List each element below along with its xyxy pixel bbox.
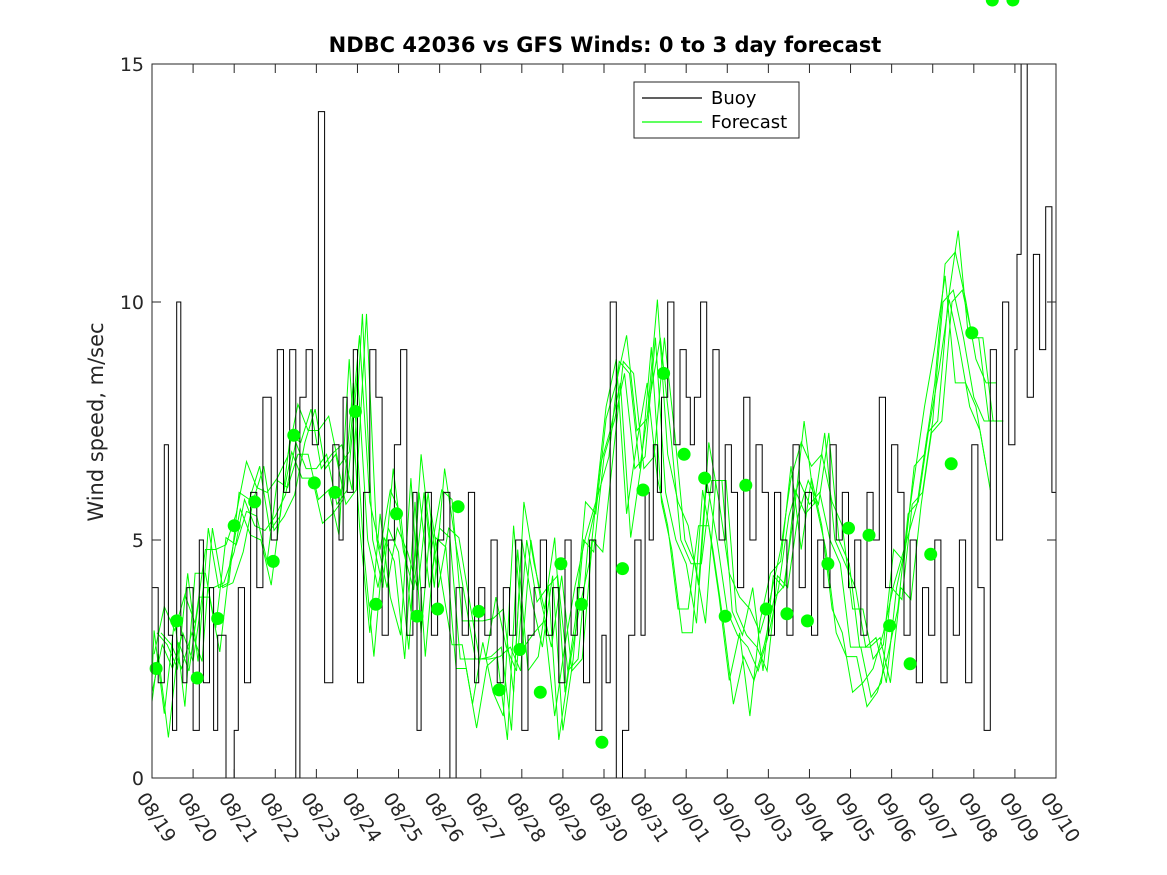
x-tick-label: 08/20 — [173, 789, 221, 847]
y-tick-label: 10 — [120, 292, 144, 314]
forecast-point — [574, 597, 588, 611]
legend-box — [633, 81, 800, 139]
forecast-point — [227, 519, 241, 533]
x-tick-label: 09/08 — [954, 789, 1002, 847]
forecast-point — [883, 619, 897, 633]
forecast-point — [903, 657, 917, 671]
forecast-point — [636, 483, 650, 497]
chart-title: NDBC 42036 vs GFS Winds: 0 to 3 day fore… — [329, 33, 882, 57]
y-axis-label: Wind speed, m/sec — [84, 322, 108, 521]
x-tick-label: 08/23 — [296, 789, 344, 847]
x-tick-label: 08/27 — [461, 789, 509, 847]
forecast-point — [718, 609, 732, 623]
x-tick-label: 09/02 — [707, 789, 755, 847]
forecast-point — [944, 457, 958, 471]
forecast-point — [821, 557, 835, 571]
x-tick-label: 09/10 — [1036, 789, 1084, 847]
buoy-series-line — [152, 63, 1056, 779]
forecast-point — [677, 447, 691, 461]
x-tick-label: 08/26 — [419, 789, 467, 847]
forecast-point — [595, 735, 609, 749]
forecast-point — [369, 597, 383, 611]
y-tick-label: 0 — [132, 768, 144, 790]
forecast-point — [616, 562, 629, 576]
forecast-point — [842, 521, 855, 535]
buoy-line — [152, 63, 1056, 779]
x-tick-label: 08/21 — [214, 789, 262, 847]
forecast-point — [451, 500, 465, 514]
forecast-point — [965, 326, 979, 340]
legend-forecast-label: Forecast — [711, 112, 787, 133]
forecast-point — [211, 612, 225, 625]
x-tick-label: 08/29 — [543, 789, 591, 847]
forecast-point — [698, 471, 712, 485]
forecast-point — [657, 366, 671, 380]
legend-buoy-label: Buoy — [711, 88, 757, 109]
forecast-line-3 — [151, 299, 991, 740]
forecast-point — [170, 614, 184, 628]
forecast-point — [149, 662, 163, 675]
x-tick-label: 09/03 — [748, 789, 796, 847]
y-tick-label: 5 — [132, 530, 144, 552]
forecast-point — [472, 604, 486, 618]
x-tick-label: 08/24 — [337, 789, 385, 847]
x-tick-label: 09/07 — [913, 789, 961, 847]
forecast-point — [307, 476, 321, 490]
x-tick-label: 08/25 — [378, 789, 426, 847]
x-tick-label: 09/06 — [871, 789, 919, 847]
forecast-point — [390, 507, 403, 521]
x-tick-label: 08/30 — [584, 789, 632, 847]
forecast-point — [985, 0, 999, 7]
forecast-point — [1006, 0, 1020, 7]
forecast-point — [800, 614, 814, 628]
forecast-point — [328, 485, 342, 499]
x-tick-label: 09/01 — [666, 789, 714, 847]
forecast-point — [924, 547, 938, 561]
x-tick-label: 09/05 — [830, 789, 878, 847]
forecast-point — [513, 643, 527, 656]
forecast-point — [348, 405, 362, 418]
forecast-point — [248, 495, 262, 509]
x-tick-label: 08/31 — [625, 789, 673, 847]
forecast-point — [554, 557, 568, 571]
forecast-point — [780, 607, 794, 621]
forecast-line-6 — [153, 250, 997, 693]
legend: Buoy Forecast — [633, 81, 800, 139]
forecast-point — [190, 671, 204, 685]
forecast-line-4 — [160, 289, 1004, 683]
forecast-point — [410, 609, 424, 623]
forecast-point — [431, 602, 445, 616]
plot-area — [152, 64, 1056, 778]
forecast-point — [862, 528, 876, 542]
x-tick-label: 09/09 — [995, 789, 1043, 847]
x-tick-label: 08/19 — [132, 789, 180, 847]
forecast-point — [759, 602, 773, 616]
forecast-points — [149, 0, 1020, 749]
x-tick-label: 09/04 — [789, 789, 837, 847]
x-tick-label: 08/28 — [502, 789, 550, 847]
forecast-line-1 — [151, 289, 995, 731]
forecast-point — [739, 478, 753, 492]
forecast-point — [533, 685, 547, 699]
y-axis-ticks: 0 5 10 15 — [120, 54, 1056, 790]
forecast-point — [287, 428, 301, 442]
x-tick-label: 08/22 — [255, 789, 303, 847]
forecast-point — [492, 683, 506, 697]
forecast-point — [266, 554, 280, 568]
y-tick-label: 15 — [120, 54, 144, 76]
